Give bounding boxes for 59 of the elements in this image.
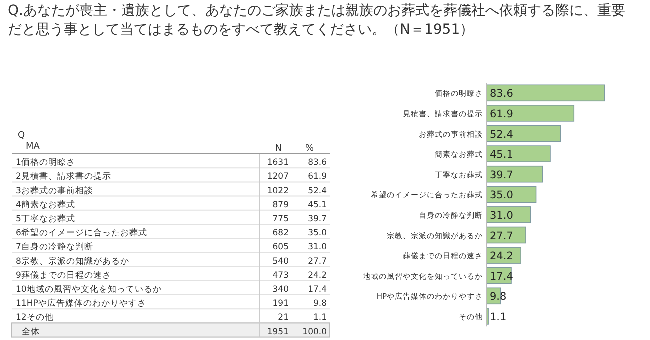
category-label: 8宗教、宗派の知識があるか — [16, 256, 130, 267]
text: MA — [26, 142, 41, 152]
data-label: 83.6 — [308, 158, 327, 168]
data-label: 1.1 — [313, 313, 327, 324]
data-label: 775 — [272, 214, 289, 224]
data-label: 540 — [272, 256, 289, 267]
data-label: 9.8 — [313, 299, 327, 310]
data-label: 35.0 — [490, 190, 514, 202]
data-label: 1207 — [267, 172, 289, 182]
bar — [486, 125, 562, 142]
category-label: 全体 — [22, 326, 40, 338]
data-label: 31.0 — [308, 242, 327, 253]
data-label: 31.0 — [490, 210, 514, 222]
data-label: 61.9 — [308, 172, 327, 182]
data-label: 52.4 — [490, 128, 514, 141]
data-label: 27.7 — [308, 256, 327, 267]
text: Q — [18, 131, 26, 141]
category-label: 5丁寧なお葬式 — [16, 214, 76, 224]
data-label: 83.6 — [490, 88, 514, 100]
title: Q.あなたが喪主・遺族として、あなたのご家族または親族のお葬式を葬儀社へ依頼する際に、重要だと思う事として当てはまるものをすべて教えてください。（N＝1951） — [8, 2, 626, 40]
category-label: 7自身の冷静な判断 — [16, 242, 94, 253]
category-label: 9葬儀までの日程の速さ — [16, 270, 112, 281]
data-label: 24.2 — [490, 250, 514, 263]
data-label: 35.0 — [308, 228, 327, 239]
data-label: 17.4 — [308, 285, 327, 295]
data-label: 27.7 — [490, 230, 514, 242]
bar — [486, 84, 606, 102]
data-label: 52.4 — [308, 186, 327, 196]
data-label: 1.1 — [490, 311, 507, 324]
data-label: 191 — [272, 299, 289, 310]
text: % — [305, 144, 314, 154]
data-label: 682 — [272, 228, 289, 239]
data-label: 605 — [272, 242, 289, 253]
bar — [486, 146, 551, 162]
text: N — [275, 144, 282, 154]
category-label: 6希望のイメージに合ったお葬式 — [16, 228, 148, 239]
category-label: 12その他 — [16, 312, 54, 324]
category-label: 10地域の風習や文化を知っているか — [16, 284, 162, 295]
data-label: 1951 — [267, 327, 289, 338]
category-label: 11HPや広告媒体のわかりやすさ — [16, 298, 146, 310]
category-label: 3お葬式の事前相談 — [16, 185, 94, 196]
data-label: 879 — [272, 200, 289, 210]
data-label: 21 — [278, 313, 289, 324]
data-label: 100.0 — [302, 327, 327, 338]
bar — [486, 105, 575, 122]
category-label: 1価格の明瞭さ — [16, 157, 76, 168]
category-label: 4簡素なお葬式 — [16, 199, 76, 210]
data-label: 39.7 — [308, 214, 327, 224]
data-label: 45.1 — [490, 149, 514, 162]
data-label: 1022 — [267, 186, 289, 196]
category-label: 2見積書、請求書の提示 — [16, 171, 112, 182]
bar — [486, 166, 544, 183]
data-label: 1631 — [267, 158, 289, 168]
data-label: 24.2 — [308, 270, 327, 281]
data-label: 473 — [272, 270, 289, 281]
data-label: 45.1 — [308, 200, 327, 210]
data-label: 340 — [272, 285, 289, 295]
data-label: 61.9 — [490, 108, 514, 120]
data-label: 39.7 — [490, 169, 514, 182]
